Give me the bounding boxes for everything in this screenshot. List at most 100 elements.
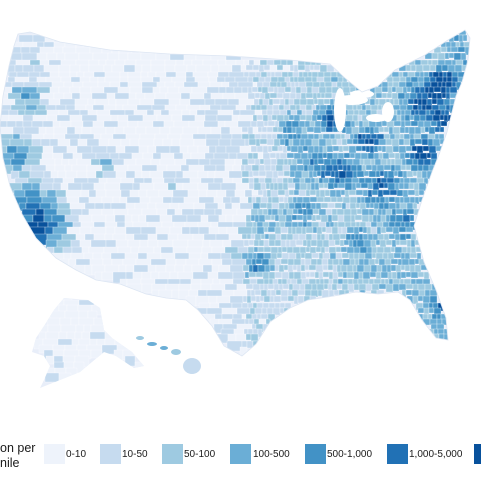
county-cell [409, 196, 416, 204]
county-cell [218, 64, 233, 74]
county-cell [341, 226, 348, 235]
county-cell [345, 233, 352, 241]
county-cell [383, 133, 391, 140]
county-cell [332, 271, 339, 281]
county-cell [262, 145, 269, 155]
county-cell [344, 182, 353, 192]
county-cell [331, 138, 338, 146]
county-cell [392, 76, 401, 83]
county-cell [329, 189, 337, 198]
county-cell [392, 283, 400, 292]
contiguous-us [0, 29, 471, 357]
county-cell [247, 126, 254, 136]
county-cell [271, 202, 280, 210]
county-cell [415, 64, 424, 73]
county-cell [325, 226, 333, 234]
county-cell [448, 52, 455, 59]
county-cell [332, 258, 340, 266]
county-cell [370, 239, 377, 249]
county-cell [247, 158, 256, 165]
county-cell [337, 271, 344, 278]
county-cell [288, 114, 295, 121]
county-cell [416, 170, 423, 180]
county-cell [392, 126, 401, 135]
county-cell [318, 271, 324, 281]
county-cell [379, 196, 386, 204]
county-cell [306, 208, 314, 216]
county-cell [399, 133, 405, 140]
county-cell [272, 98, 281, 105]
county-cell [429, 295, 438, 304]
county-cell [364, 138, 370, 145]
county-cell [269, 264, 276, 272]
county-cell [6, 145, 18, 155]
county-cell [323, 71, 332, 78]
county-cell [420, 59, 429, 66]
county-cell [373, 126, 380, 134]
county-cell [352, 138, 359, 145]
county-cell [365, 109, 372, 116]
county-cell [235, 182, 250, 192]
county-cell [345, 170, 354, 179]
county-cell [409, 214, 415, 222]
county-cell [306, 182, 312, 192]
legend-swatch [387, 444, 408, 464]
county-cell [279, 138, 286, 146]
county-cell [267, 196, 273, 204]
county-cell [400, 271, 407, 279]
county-cell [289, 64, 295, 72]
county-cell [413, 133, 422, 140]
county-cell [313, 158, 319, 166]
county-cell [329, 221, 335, 228]
county-cell [264, 214, 272, 221]
county-cell [297, 289, 306, 296]
county-cell [411, 289, 420, 297]
county-cell [347, 109, 355, 116]
county-cell [292, 177, 301, 184]
county-cell [288, 283, 294, 291]
county-cell [405, 226, 414, 233]
county-cell [277, 182, 284, 191]
county-cell [414, 59, 422, 66]
county-cell [317, 152, 324, 160]
county-cell [263, 64, 271, 71]
county-cell [88, 64, 105, 74]
county-cell [284, 86, 292, 93]
county-cell [266, 138, 275, 146]
county-cell [280, 295, 289, 302]
county-cell [141, 170, 151, 180]
county-cell [445, 92, 451, 100]
county-cell [353, 226, 360, 235]
county-cell [306, 126, 315, 133]
county-cell [352, 264, 358, 273]
county-cell [399, 126, 406, 134]
county-cell [296, 158, 304, 165]
county-cell [335, 246, 342, 253]
county-cell [378, 182, 385, 189]
county-cell [414, 258, 420, 265]
county-cell [449, 86, 458, 94]
county-cell [451, 81, 457, 88]
county-cell [95, 170, 104, 180]
county-cell [361, 214, 370, 223]
county-cell [304, 252, 313, 260]
county-cell [441, 81, 447, 88]
county-cell [327, 214, 333, 224]
county-cell [252, 170, 260, 177]
county-cell [353, 109, 360, 116]
county-cell [318, 182, 325, 189]
county-cell [315, 189, 321, 199]
county-cell [362, 189, 369, 197]
county-cell [405, 233, 412, 240]
county-cell [286, 233, 294, 241]
county-cell [413, 182, 420, 192]
county-cell [409, 152, 416, 160]
county-cell [365, 164, 373, 171]
county-cell [225, 52, 242, 62]
legend-title-line-2: nile [0, 456, 20, 470]
county-cell [302, 145, 309, 152]
county-cell [225, 214, 234, 224]
county-cell [147, 239, 159, 249]
county-cell [266, 202, 273, 210]
county-cell [350, 233, 356, 241]
